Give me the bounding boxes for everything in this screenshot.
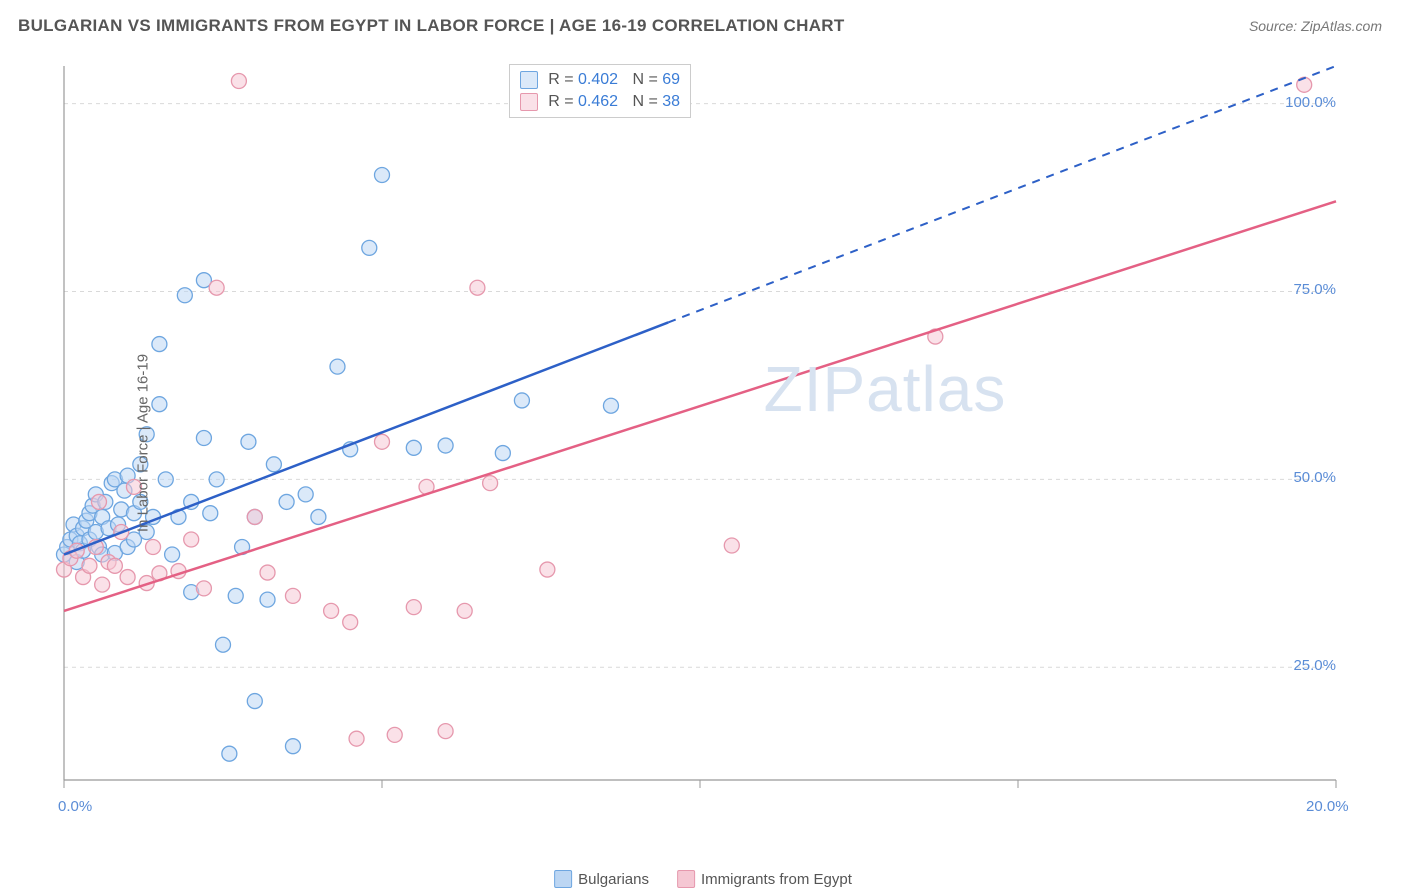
chart-container: BULGARIAN VS IMMIGRANTS FROM EGYPT IN LA… [0,0,1406,892]
x-tick-label: 20.0% [1306,798,1349,815]
y-tick-label: 75.0% [1293,281,1336,298]
legend-swatch-icon [554,870,572,888]
scatter-chart-svg [40,58,1380,828]
legend-item-bulgarians: Bulgarians [554,870,649,888]
legend-item-immigrants: Immigrants from Egypt [677,870,852,888]
y-tick-label: 50.0% [1293,469,1336,486]
y-tick-label: 25.0% [1293,657,1336,674]
y-tick-label: 100.0% [1285,94,1336,111]
source-attribution: Source: ZipAtlas.com [1249,18,1382,34]
chart-title: BULGARIAN VS IMMIGRANTS FROM EGYPT IN LA… [18,16,845,36]
y-axis-label: In Labor Force | Age 16-19 [135,354,152,532]
plot-area: In Labor Force | Age 16-19 ZIPatlas R = … [40,58,1380,828]
legend-label: Bulgarians [578,871,649,888]
legend-swatch-icon [677,870,695,888]
x-tick-label: 0.0% [58,798,92,815]
stats-row: R = 0.462 N = 38 [520,91,680,113]
legend: Bulgarians Immigrants from Egypt [554,870,852,888]
legend-label: Immigrants from Egypt [701,871,852,888]
correlation-stats-box: R = 0.402 N = 69R = 0.462 N = 38 [509,64,691,118]
stats-row: R = 0.402 N = 69 [520,69,680,91]
